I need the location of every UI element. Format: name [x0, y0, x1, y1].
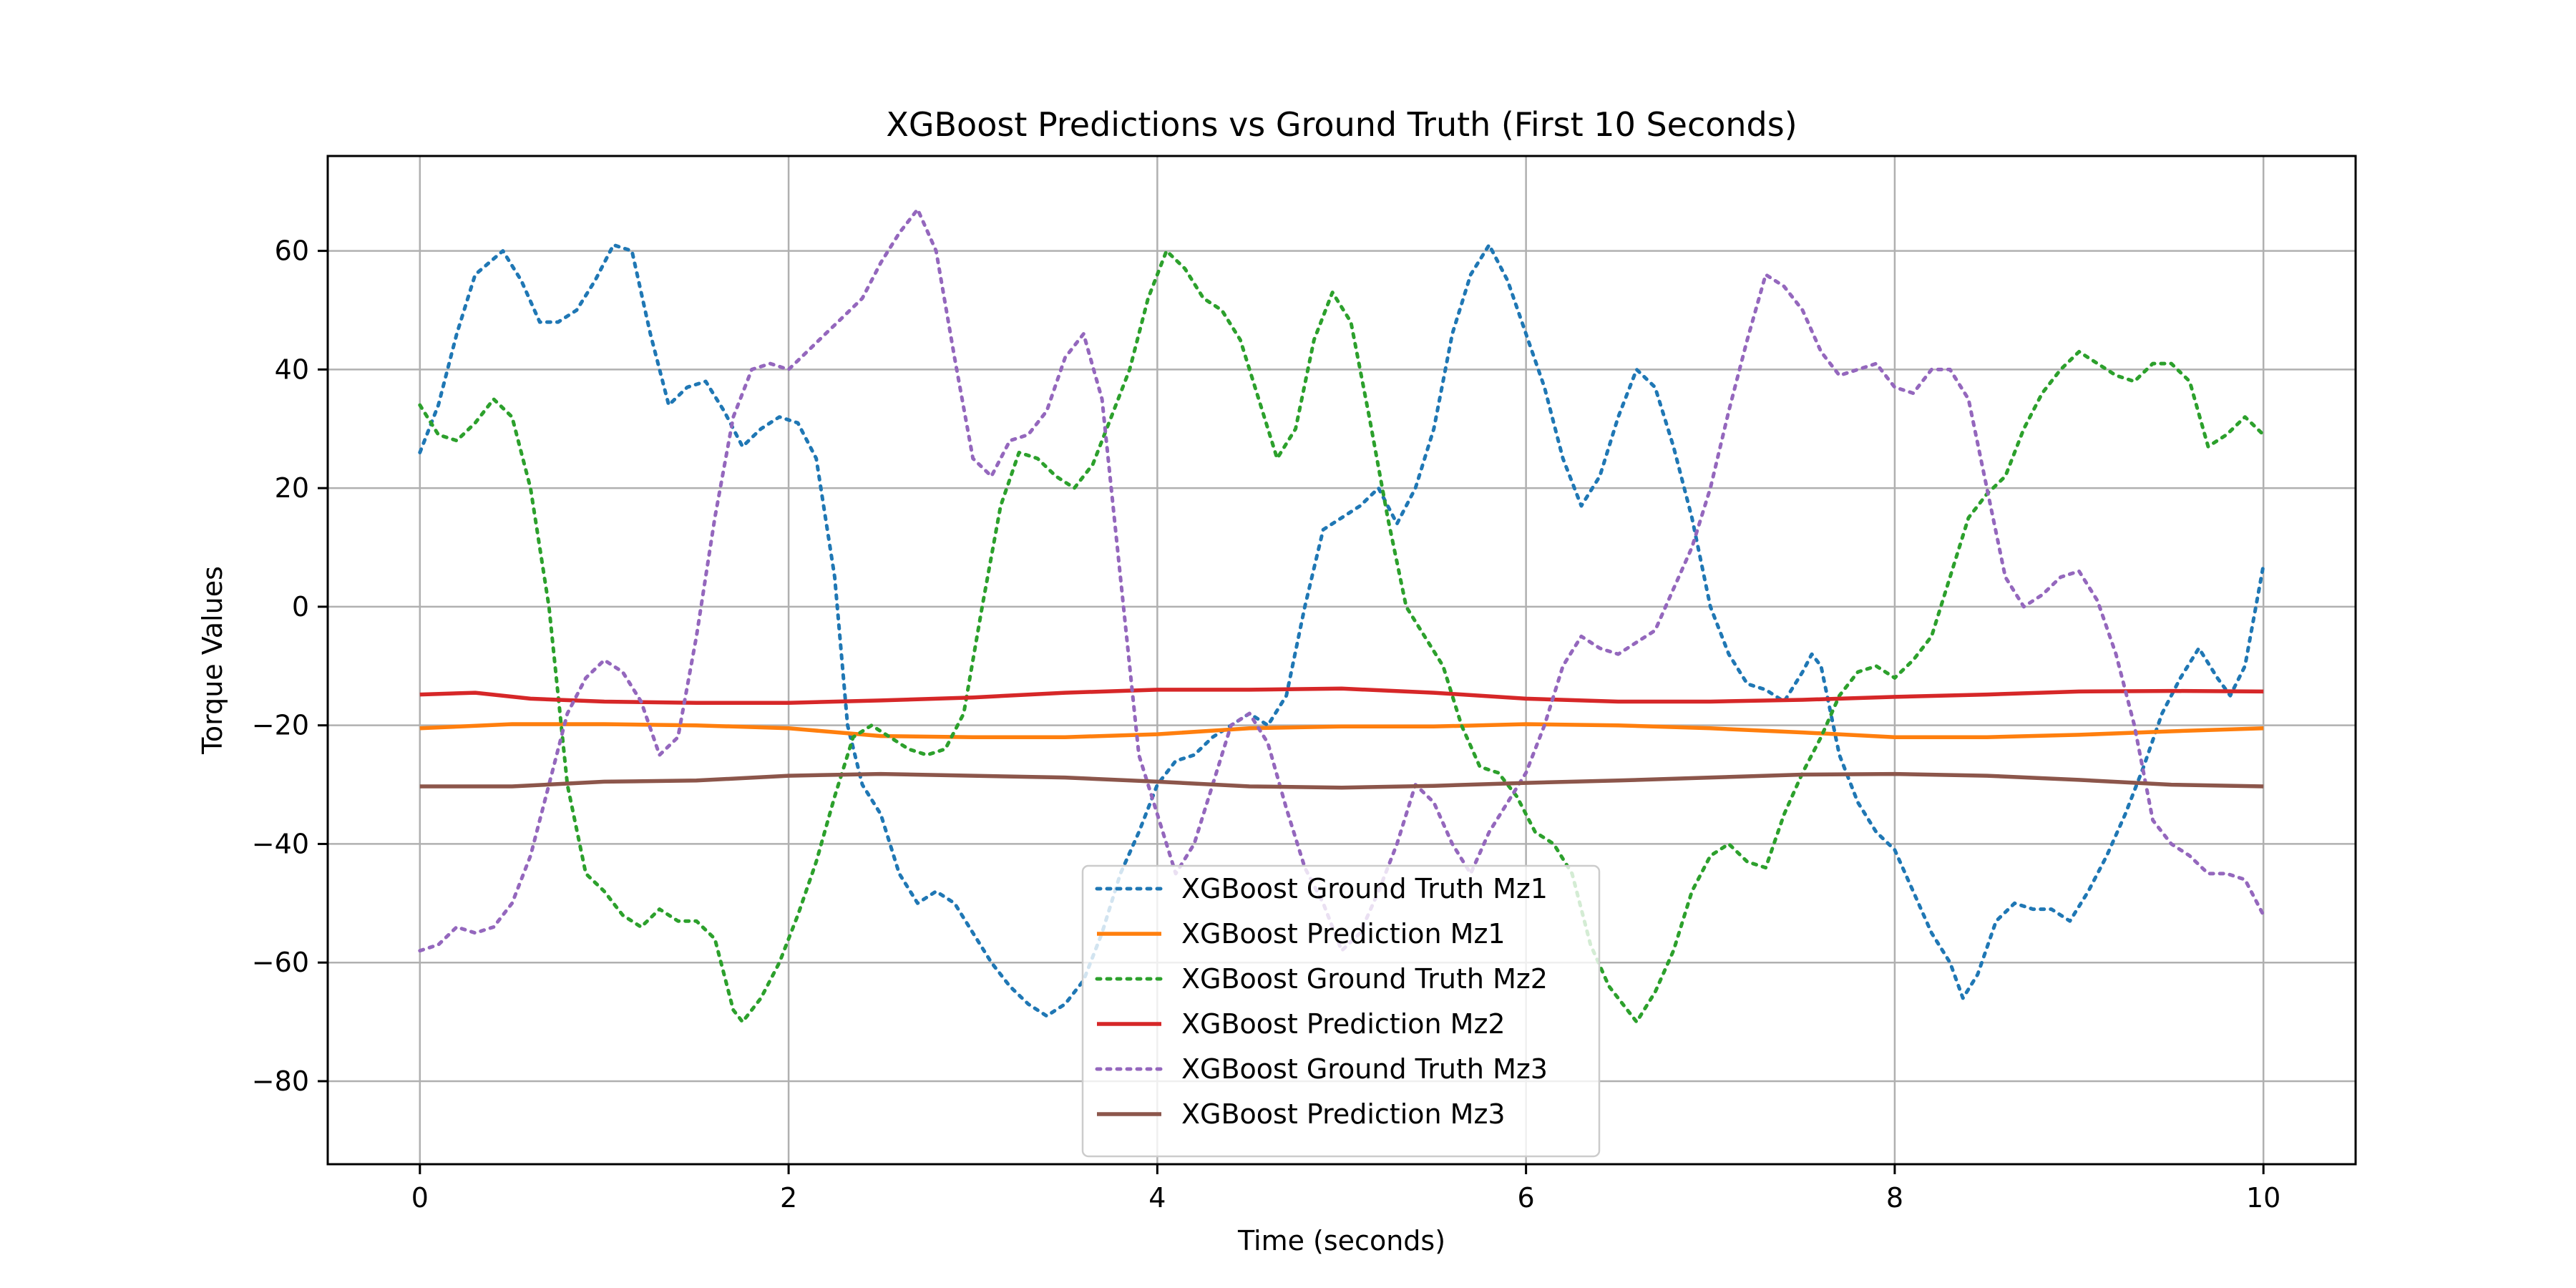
y-tick-label: 20 [275, 472, 309, 504]
legend-entry-label: XGBoost Ground Truth Mz2 [1181, 963, 1548, 995]
y-tick-label: −20 [252, 710, 309, 741]
y-tick-label: 40 [275, 353, 309, 385]
x-tick-label: 10 [2246, 1182, 2280, 1214]
y-tick-label: −80 [252, 1065, 309, 1097]
y-tick-label: −60 [252, 947, 309, 978]
x-tick-label: 2 [780, 1182, 797, 1214]
x-axis-label: Time (seconds) [1237, 1225, 1445, 1257]
x-tick-label: 4 [1148, 1182, 1166, 1214]
x-tick-label: 8 [1886, 1182, 1903, 1214]
legend-box [1081, 864, 1601, 1158]
y-axis-ticks: −80 −60 −40 −20 0 20 40 60 [252, 235, 328, 1097]
y-tick-label: −40 [252, 828, 309, 859]
legend-entry-label: XGBoost Prediction Mz2 [1181, 1008, 1506, 1040]
series-lines [418, 208, 2265, 1024]
legend-entry-label: XGBoost Prediction Mz1 [1181, 918, 1506, 950]
legend: XGBoost Ground Truth Mz1 XGBoost Predicti… [1081, 864, 1601, 1158]
y-axis-label: Torque Values [197, 566, 228, 755]
series-line-1 [418, 243, 2265, 1018]
y-tick-label: 0 [292, 591, 309, 623]
series-line-4 [419, 686, 2264, 705]
y-tick-label: 60 [275, 235, 309, 267]
series-line-6 [419, 771, 2264, 790]
x-axis-ticks: 0 2 4 6 8 10 [411, 1164, 2280, 1214]
legend-entry-label: XGBoost Ground Truth Mz3 [1181, 1053, 1548, 1085]
chart-title: XGBoost Predictions vs Ground Truth (Fir… [886, 105, 1797, 144]
plot-area-frame [326, 155, 2357, 1166]
legend-entry-label: XGBoost Prediction Mz3 [1181, 1098, 1506, 1130]
x-tick-label: 0 [411, 1182, 429, 1214]
legend-entry-label: XGBoost Ground Truth Mz1 [1181, 873, 1548, 904]
series-line-2 [419, 722, 2264, 739]
series-line-3 [418, 249, 2265, 1024]
x-tick-label: 6 [1518, 1182, 1535, 1214]
